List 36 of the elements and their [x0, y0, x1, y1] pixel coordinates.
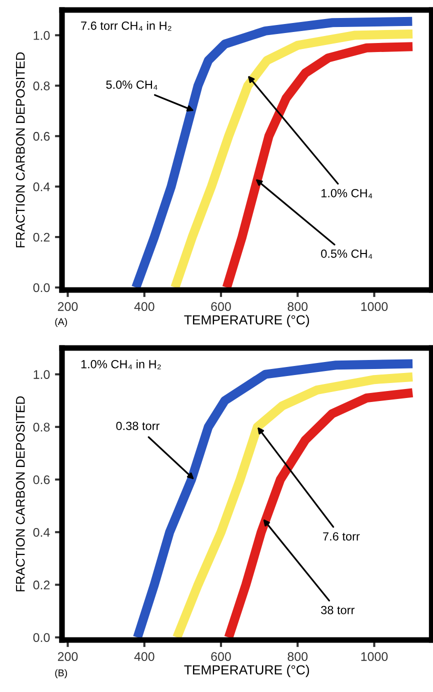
annotation: 1.0% CH₄ — [322, 188, 372, 198]
y-tick-label: 0.0 — [33, 633, 50, 642]
y-tick-label: 1.0 — [34, 370, 50, 379]
y-tick-label: 0.4 — [33, 528, 50, 537]
x-tick-label: 200 — [58, 652, 78, 661]
x-tick-label: 600 — [211, 652, 231, 661]
annotation: 5.0% CH₄ — [106, 80, 158, 90]
annotation: 7.6 torr — [323, 532, 360, 541]
y-tick-label: 0.2 — [33, 580, 50, 590]
x-tick-label: 1000 — [361, 652, 388, 661]
y-tick-label: 0.0 — [33, 283, 50, 292]
x-axis-title: TEMPERATURE (°C) — [184, 314, 310, 328]
annotation: 38 torr — [321, 606, 355, 614]
text: (A) — [55, 318, 67, 328]
x-tick-label: 800 — [288, 302, 308, 311]
y-tick-label: 0.6 — [33, 132, 50, 141]
text: (B) — [55, 669, 67, 678]
y-axis-title: FRACTION CARBON DEPOSITED — [16, 52, 25, 248]
x-tick-label: 400 — [134, 302, 154, 311]
annotation: 0.38 torr — [116, 422, 160, 430]
x-tick-label: 400 — [134, 652, 154, 661]
y-tick-label: 1.0 — [34, 31, 50, 40]
x-tick-label: 600 — [211, 302, 231, 311]
y-tick-label: 0.8 — [33, 422, 50, 432]
x-tick-label: 1000 — [361, 302, 388, 311]
y-axis-title: FRACTION CARBON DEPOSITED — [16, 396, 25, 592]
y-tick-label: 0.6 — [33, 475, 50, 484]
x-axis-title: TEMPERATURE (°C) — [184, 664, 310, 678]
text: 1.0% CH₄ in H₂ — [81, 360, 161, 370]
annotation: 0.5% CH₄ — [321, 249, 372, 259]
x-tick-label: 200 — [58, 302, 78, 311]
y-tick-label: 0.2 — [33, 232, 50, 242]
y-tick-label: 0.8 — [33, 81, 50, 90]
x-tick-label: 800 — [288, 652, 308, 661]
text: 7.6 torr CH₄ in H₂ — [81, 21, 172, 31]
y-tick-label: 0.4 — [33, 182, 50, 192]
